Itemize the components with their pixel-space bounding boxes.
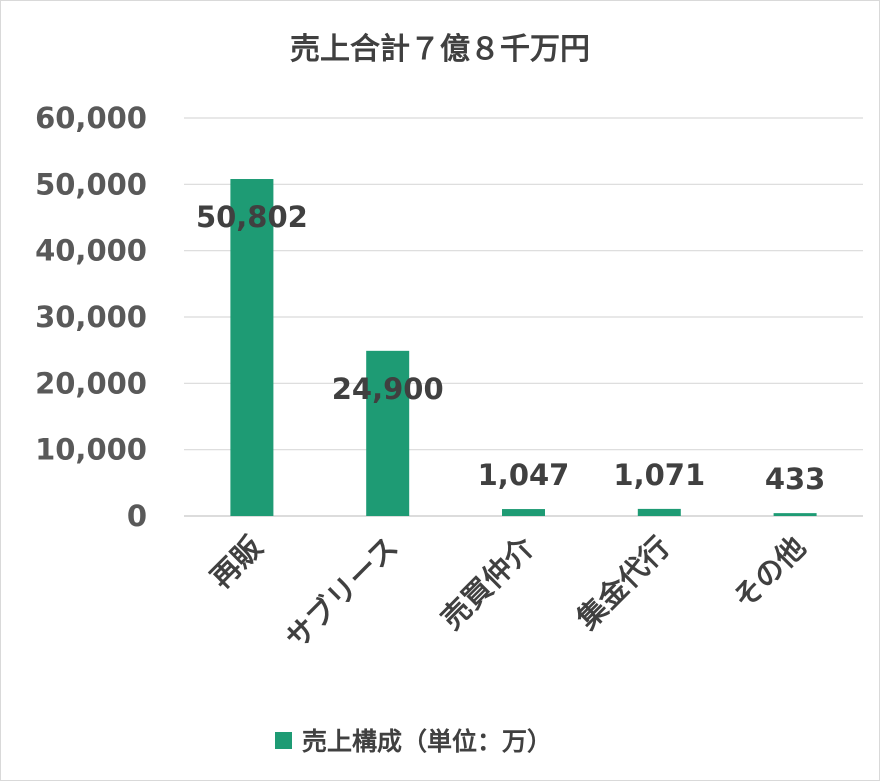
y-tick-label: 0 bbox=[127, 499, 147, 533]
legend-swatch bbox=[275, 732, 292, 749]
data-label: 1,047 bbox=[478, 458, 570, 492]
data-label: 433 bbox=[765, 462, 826, 496]
bar-1 bbox=[230, 179, 274, 516]
x-tick-label: 集金代行 bbox=[569, 530, 676, 637]
chart-title: 売上合計７億８千万円 bbox=[290, 32, 590, 67]
data-label: 50,802 bbox=[196, 200, 308, 234]
x-tick-label: その他 bbox=[726, 530, 812, 616]
y-tick-label: 30,000 bbox=[35, 300, 147, 334]
y-tick-label: 40,000 bbox=[35, 234, 147, 268]
y-tick-label: 10,000 bbox=[35, 433, 147, 467]
bar-3 bbox=[502, 509, 545, 516]
bar-4 bbox=[637, 508, 681, 516]
y-tick-label: 60,000 bbox=[35, 101, 147, 135]
bar-5 bbox=[773, 513, 817, 516]
x-tick-label: 再販 bbox=[204, 529, 270, 595]
data-label: 1,071 bbox=[613, 458, 705, 492]
y-tick-label: 50,000 bbox=[35, 167, 147, 201]
legend-label: 売上構成（単位：万） bbox=[302, 727, 552, 756]
bar-2 bbox=[366, 350, 410, 516]
data-label: 24,900 bbox=[332, 372, 444, 406]
x-tick-label: 売買仲介 bbox=[434, 529, 541, 636]
y-tick-label: 20,000 bbox=[35, 366, 147, 400]
x-tick-label: サブリース bbox=[279, 530, 405, 656]
